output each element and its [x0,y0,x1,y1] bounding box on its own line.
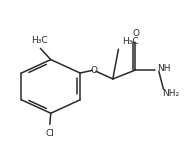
Text: NH₂: NH₂ [162,89,179,98]
Text: H₃C: H₃C [31,37,48,45]
Text: Cl: Cl [45,129,54,138]
Text: O: O [90,66,98,74]
Text: H₃C: H₃C [122,38,138,46]
Text: O: O [132,29,139,38]
Text: NH: NH [157,64,171,73]
